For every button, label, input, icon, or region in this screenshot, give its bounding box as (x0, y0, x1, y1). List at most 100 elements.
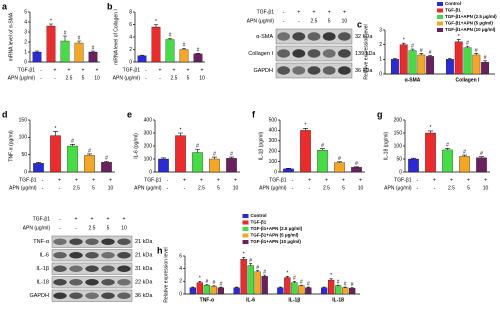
panel-letter: c (357, 19, 362, 29)
bar (351, 167, 362, 173)
y-tick-label: 150 (19, 117, 28, 123)
error-bar (474, 53, 479, 55)
legend-label: Control (445, 1, 461, 6)
y-tick-label: 4 (129, 34, 132, 40)
bar (175, 135, 186, 173)
significance-marker: * (50, 18, 52, 24)
blot-band (101, 279, 115, 286)
blot-band (322, 66, 336, 75)
treatment-mark: + (234, 177, 237, 183)
significance-marker: # (480, 151, 483, 157)
treatment-mark: - (75, 225, 77, 231)
legend-swatch (242, 220, 249, 225)
error-bar (242, 256, 246, 260)
y-tick-label: 0 (24, 59, 27, 65)
significance-marker: # (212, 280, 215, 286)
error-bar (285, 275, 289, 278)
blot-size: 21 kDa (135, 239, 153, 245)
significance-marker: * (330, 273, 332, 279)
bar (67, 145, 78, 173)
treatment-mark: - (145, 67, 147, 73)
blot-band (53, 265, 67, 272)
y-axis-label: mRNA level of Collagen I (113, 9, 119, 65)
significance-marker: # (64, 30, 67, 36)
legend-swatch (242, 227, 249, 231)
error-bar (153, 24, 159, 27)
bar (254, 271, 261, 295)
treatment-mark: 2.5 (448, 185, 455, 191)
bar (284, 277, 291, 295)
bar (46, 25, 56, 63)
treatment-mark: 5 (467, 185, 470, 191)
error-bar (444, 148, 451, 150)
treatment-mark: 2.5 (171, 75, 178, 81)
treatment-mark: - (283, 9, 285, 15)
blot-band (292, 49, 306, 58)
error-bar (483, 60, 487, 63)
treatment-mark: 5 (187, 75, 190, 81)
significance-marker: * (155, 19, 157, 25)
treatment-mark: 2.5 (73, 185, 80, 191)
significance-marker: * (180, 127, 182, 133)
treatment-mark: - (184, 185, 186, 191)
y-tick-label: 1 (24, 49, 27, 55)
blot-band (53, 292, 67, 299)
blot-band (53, 279, 67, 286)
treatment-mark: + (96, 67, 99, 73)
treatment-mark: + (183, 177, 186, 183)
significance-marker: # (213, 151, 216, 157)
blot-band (277, 49, 290, 58)
error-bar (465, 45, 470, 48)
blot-band (101, 252, 115, 259)
legend-label: TGF-β1+APN (10 μg/ml) (251, 239, 302, 244)
y-tick-label: 100 (144, 156, 153, 162)
error-bar (336, 161, 343, 163)
significance-marker: # (446, 143, 449, 149)
bar (88, 51, 98, 63)
x-tick-label: Collagen I (456, 77, 481, 83)
error-bar (448, 58, 452, 60)
legend-label: TGF-β1+APN (10 μg/ml) (445, 27, 496, 32)
error-bar (103, 160, 110, 163)
blot-band (292, 66, 306, 75)
error-bar (205, 284, 209, 286)
treatment-label: TGF-β1 (18, 67, 36, 73)
blot-band (117, 292, 131, 299)
bar (317, 150, 328, 173)
bar (60, 40, 70, 63)
y-tick-label: 400 (144, 117, 153, 123)
x-tick-label: IL-1β (288, 297, 300, 303)
bar (442, 149, 453, 173)
treatment-mark: 10 (199, 75, 205, 81)
treatment-mark: + (91, 216, 94, 222)
treatment-mark: + (123, 216, 126, 222)
treatment-mark: + (75, 177, 78, 183)
significance-marker: # (71, 139, 74, 145)
bar (426, 56, 434, 75)
panel-letter: g (377, 109, 383, 119)
significance-marker: # (105, 156, 108, 162)
error-bar (353, 166, 360, 168)
error-bar (461, 154, 468, 157)
significance-marker: # (429, 50, 432, 56)
bar (334, 285, 342, 295)
treatment-mark: - (145, 75, 147, 81)
bar (151, 26, 161, 63)
treatment-label: APN (μg/ml) (384, 185, 412, 191)
treatment-label: APN (μg/ml) (134, 185, 162, 191)
y-tick-label: 0 (129, 59, 132, 65)
bar (408, 50, 417, 75)
y-tick-label: 300 (144, 130, 153, 136)
treatment-mark: + (308, 177, 311, 183)
bar (217, 287, 224, 295)
bar (33, 163, 44, 173)
blot-band (53, 252, 67, 259)
bar (240, 259, 247, 295)
y-axis-label: IL-1β (pg/ml) (258, 131, 264, 160)
significance-marker: # (321, 143, 324, 149)
significance-marker: # (92, 45, 95, 51)
treatment-mark: - (417, 185, 419, 191)
treatment-label: TGF-β1 (123, 67, 141, 73)
blot-band (85, 252, 99, 259)
bar (463, 47, 472, 75)
